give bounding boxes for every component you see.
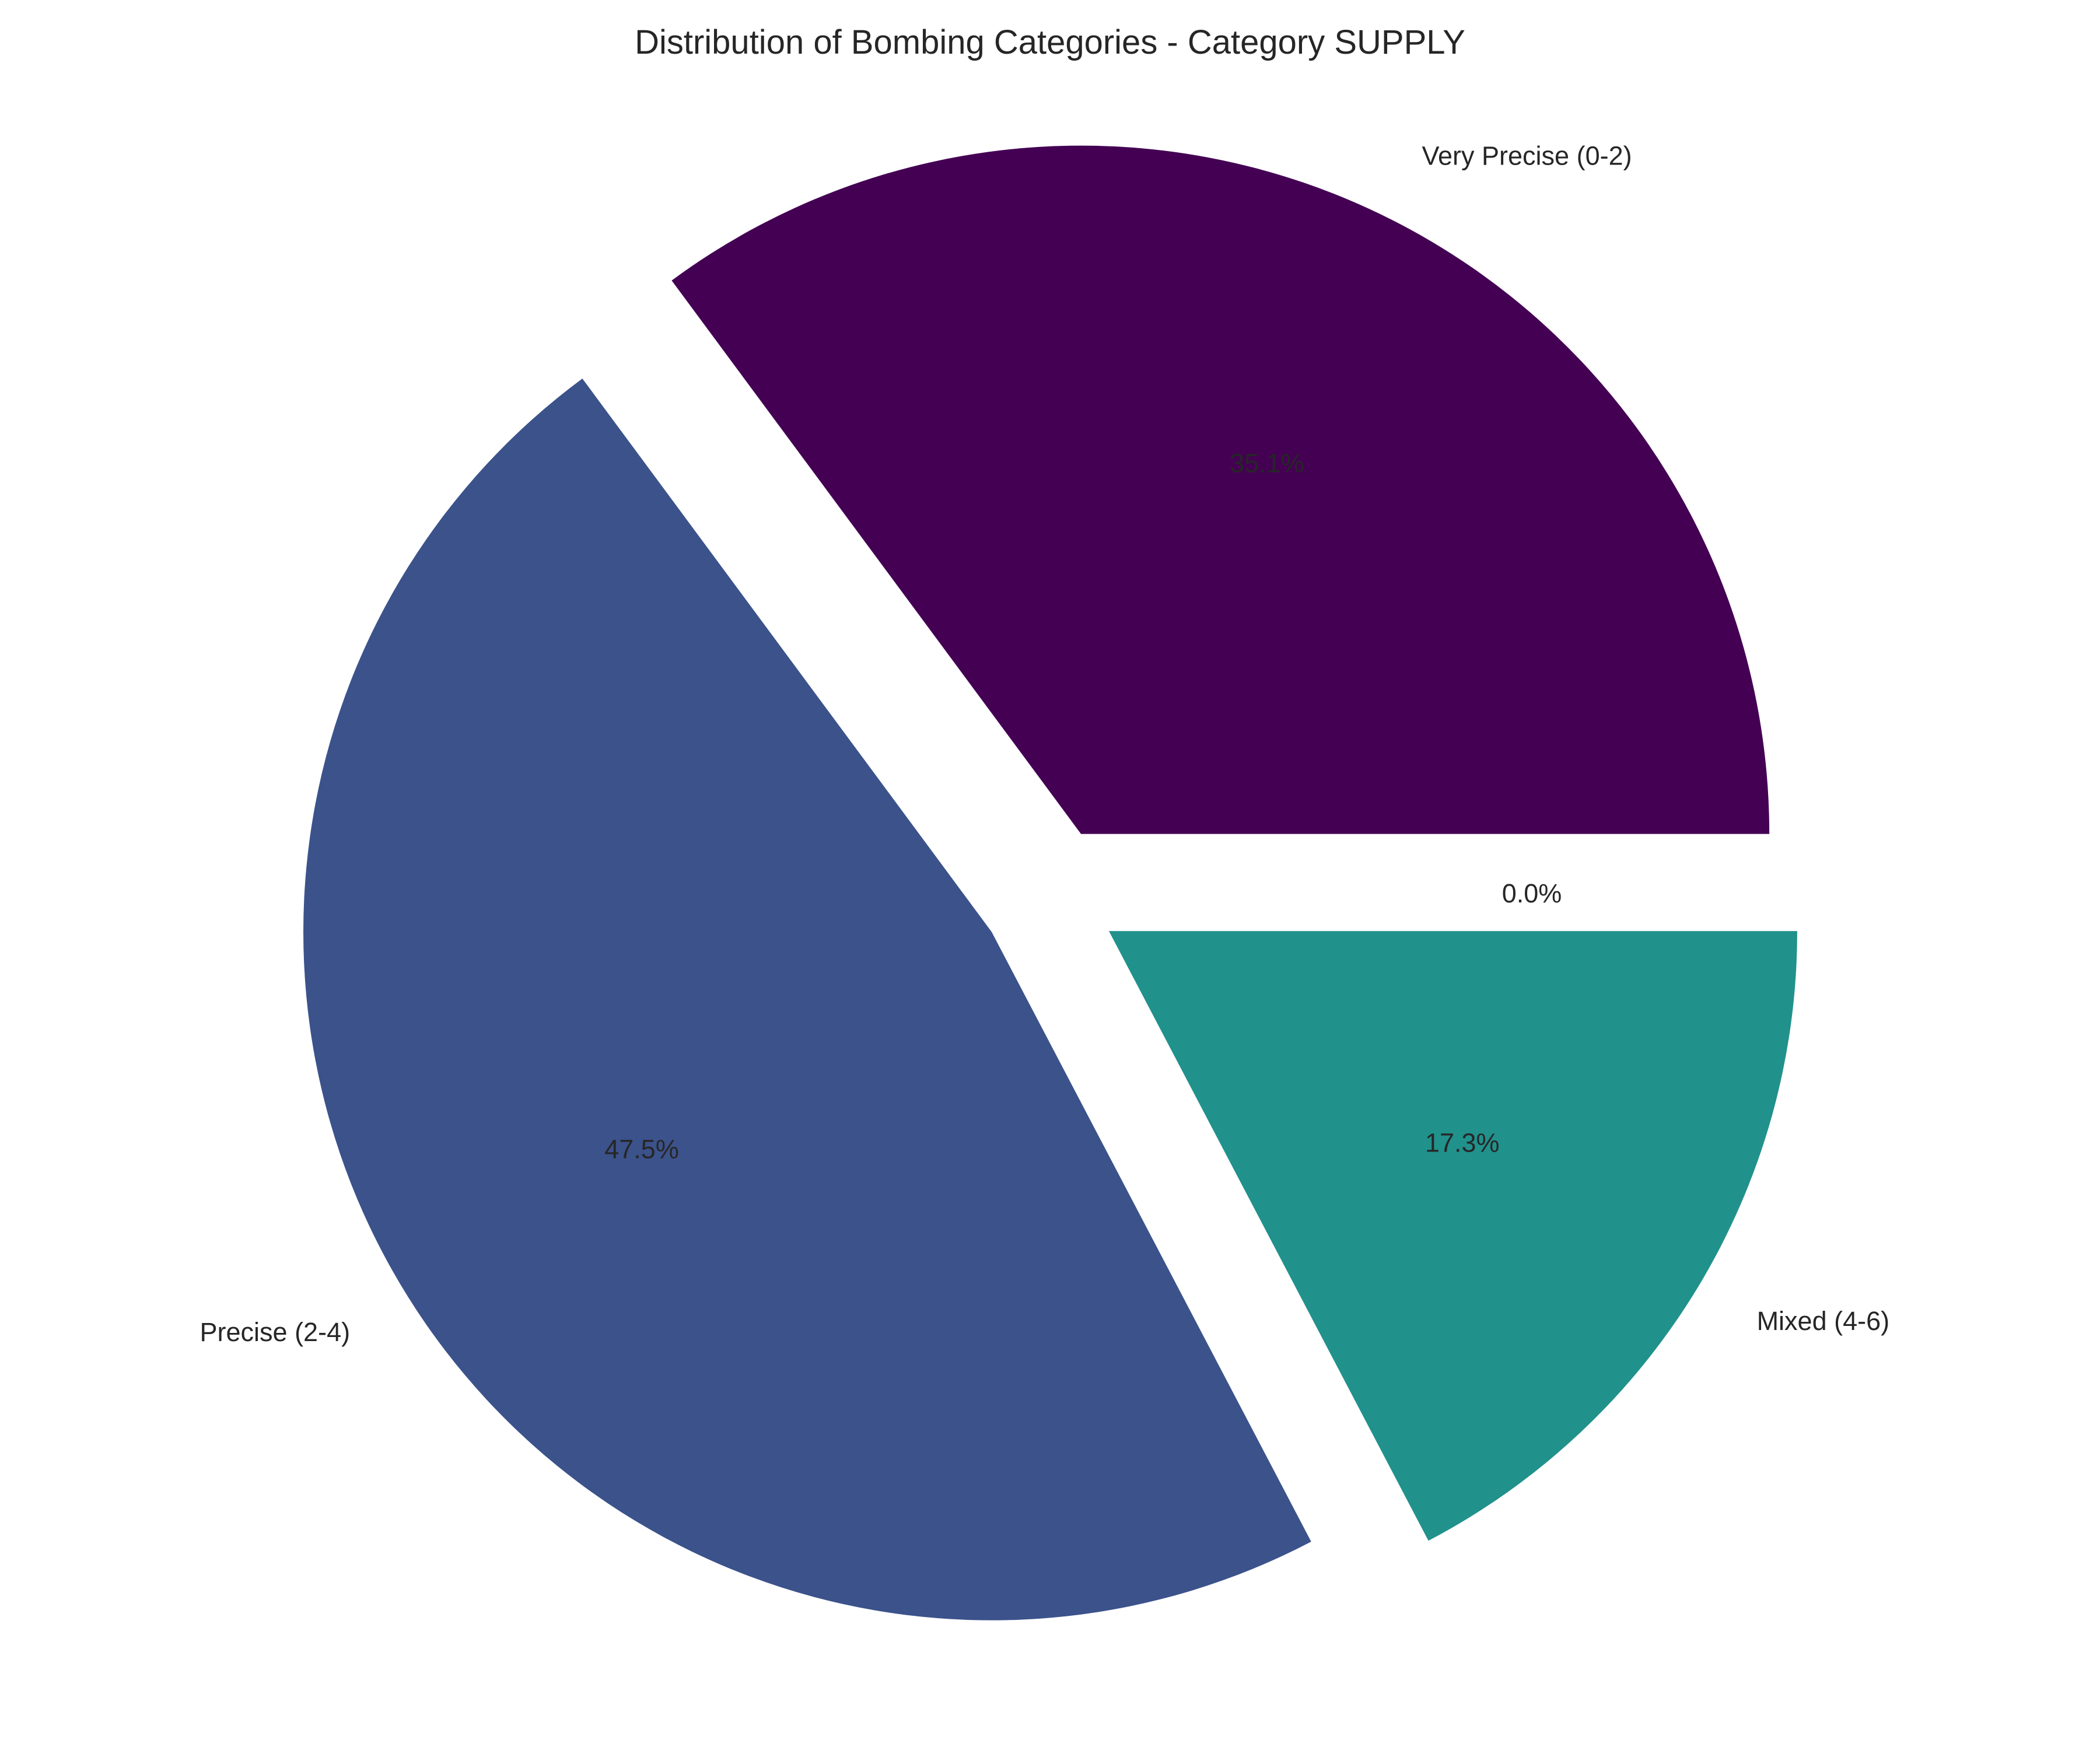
slice-labels: Very Precise (0-2) Precise (2-4) Mixed (4-… bbox=[200, 141, 1890, 1347]
pie-slice-precise-2-4 bbox=[303, 378, 1311, 1620]
pct-label-very-precise-0-2: 35.1% bbox=[1230, 448, 1304, 478]
slice-label-mixed-4-6: Mixed (4-6) bbox=[1757, 1306, 1890, 1336]
slice-label-very-precise-0-2: Very Precise (0-2) bbox=[1422, 141, 1632, 171]
pct-label-slice-3: 0.0% bbox=[1502, 878, 1562, 908]
pie-slice-very-precise-0-2 bbox=[671, 145, 1770, 834]
pct-label-mixed-4-6: 17.3% bbox=[1425, 1128, 1500, 1157]
pct-label-precise-2-4: 47.5% bbox=[604, 1134, 679, 1164]
chart-title: Distribution of Bombing Categories - Cat… bbox=[635, 23, 1465, 61]
slice-label-precise-2-4: Precise (2-4) bbox=[200, 1317, 351, 1347]
pie-slices bbox=[303, 145, 1797, 1620]
pie-slice-mixed-4-6 bbox=[1108, 931, 1797, 1541]
percentage-labels: 35.1% 47.5% 17.3% 0.0% bbox=[604, 448, 1562, 1164]
